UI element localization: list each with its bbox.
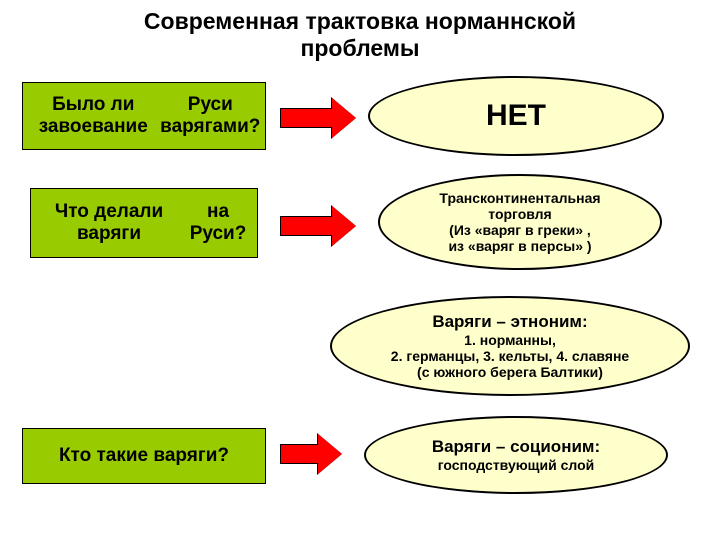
title-line1: Современная трактовка норманнской: [0, 8, 720, 35]
answer-1-text: НЕТ: [486, 99, 546, 133]
title-line2: проблемы: [0, 35, 720, 62]
question-box-1: Было ли завоеваниеРуси варягами?: [22, 82, 266, 150]
answer-4-title: Варяги – соционим:: [432, 437, 600, 457]
question-box-2: Что делали варягина Руси?: [30, 188, 258, 258]
answer-ellipse-3: Варяги – этноним:1. норманны,2. германцы…: [330, 296, 690, 396]
answer-ellipse-1: НЕТ: [368, 76, 664, 156]
arrow-1: [280, 98, 356, 138]
question-box-3: Кто такие варяги?: [22, 428, 266, 484]
arrow-2: [280, 206, 356, 246]
answer-ellipse-4: Варяги – соционим:господствующий слой: [364, 416, 668, 494]
answer-3-title: Варяги – этноним:: [432, 312, 587, 332]
arrow-3: [280, 434, 342, 474]
slide-title: Современная трактовка норманнской пробле…: [0, 8, 720, 62]
answer-ellipse-2: Трансконтинентальнаяторговля(Из «варяг в…: [378, 174, 662, 270]
